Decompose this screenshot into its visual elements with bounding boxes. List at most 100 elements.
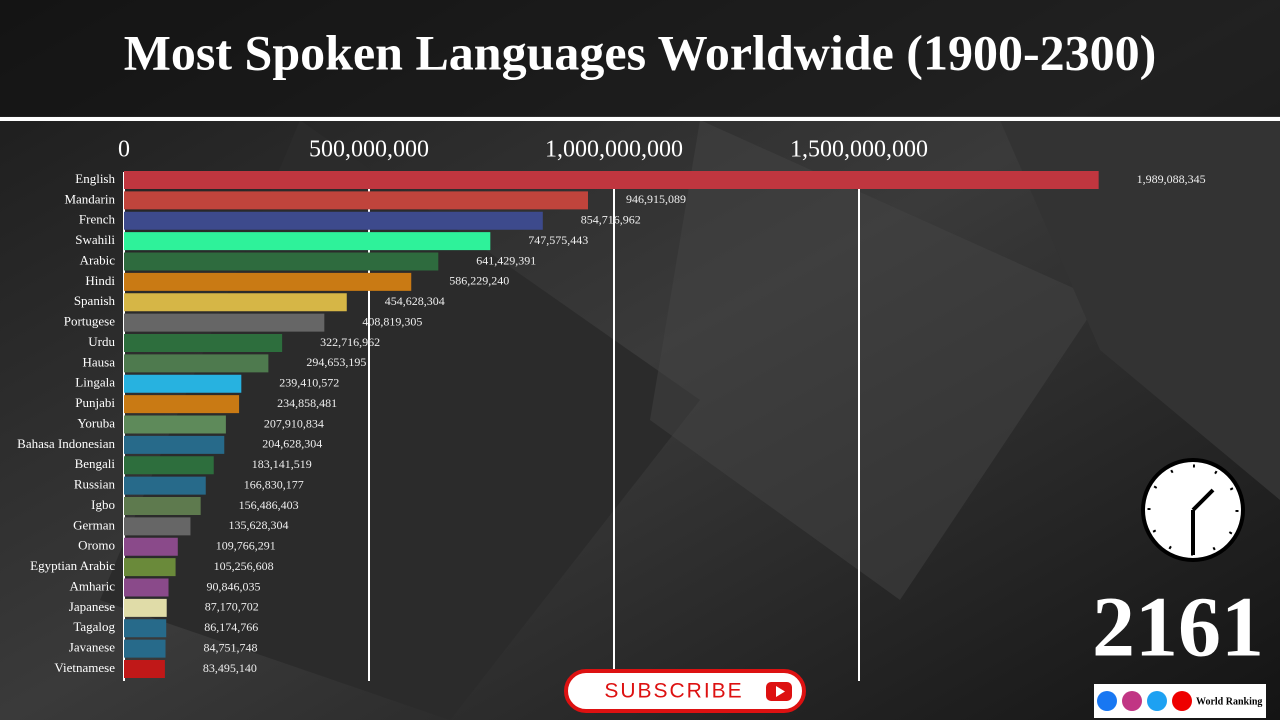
bar xyxy=(124,517,191,536)
value-label: 166,830,177 xyxy=(244,477,304,491)
y-tick-label: German xyxy=(73,517,115,532)
value-label: 586,229,240 xyxy=(449,274,509,288)
bar xyxy=(124,293,347,312)
y-tick-label: Punjabi xyxy=(75,395,115,410)
y-tick-label: Hausa xyxy=(83,354,116,369)
clock-hand xyxy=(1191,488,1215,512)
bar xyxy=(124,558,176,577)
bar xyxy=(124,619,167,638)
y-tick-label: Bengali xyxy=(75,456,116,471)
bar xyxy=(124,395,240,414)
value-label: 641,429,391 xyxy=(476,253,536,267)
title-band xyxy=(0,0,1280,116)
y-tick-label: Igbo xyxy=(91,497,115,512)
clock xyxy=(1141,458,1245,562)
y-tick-label: French xyxy=(79,212,116,227)
bar xyxy=(124,272,412,291)
bar xyxy=(124,476,206,495)
value-label: 183,141,519 xyxy=(252,457,312,471)
y-tick-label: Amharic xyxy=(70,578,116,593)
y-tick-label: Lingala xyxy=(75,375,115,390)
value-label: 156,486,403 xyxy=(239,498,299,512)
value-label: 90,846,035 xyxy=(207,579,261,593)
y-tick-label: Urdu xyxy=(88,334,115,349)
y-tick-label: Swahili xyxy=(75,232,115,247)
bar xyxy=(124,211,543,230)
value-label: 454,628,304 xyxy=(385,294,445,308)
y-tick-label: Bahasa Indonesian xyxy=(17,436,115,451)
y-tick-label: Mandarin xyxy=(64,191,115,206)
bar xyxy=(124,537,178,556)
value-label: 322,716,962 xyxy=(320,335,380,349)
bar xyxy=(124,435,225,454)
instagram-icon[interactable] xyxy=(1122,691,1142,711)
bar xyxy=(124,374,242,393)
bar xyxy=(124,313,325,332)
y-tick-label: Yoruba xyxy=(77,415,115,430)
y-tick-label: Japanese xyxy=(69,599,115,614)
bar xyxy=(124,598,167,617)
y-tick-label: Hindi xyxy=(85,273,115,288)
x-tick-label: 1,000,000,000 xyxy=(545,137,683,163)
value-label: 86,174,766 xyxy=(204,620,258,634)
bar xyxy=(124,415,226,434)
play-triangle xyxy=(776,686,785,697)
bar xyxy=(124,354,269,373)
y-tick-label: Egyptian Arabic xyxy=(30,558,115,573)
y-tick-label: English xyxy=(75,171,115,186)
social-badge: World Ranking xyxy=(1094,684,1266,718)
chart-title: Most Spoken Languages Worldwide (1900-23… xyxy=(124,24,1157,80)
youtube-icon[interactable] xyxy=(1172,691,1192,711)
value-label: 239,410,572 xyxy=(279,376,339,390)
bar xyxy=(124,171,1099,189)
x-tick-label: 500,000,000 xyxy=(309,137,429,163)
value-label: 294,653,195 xyxy=(306,355,366,369)
bar xyxy=(124,456,214,475)
bar xyxy=(124,660,165,678)
subscribe-button[interactable]: SUBSCRIBE xyxy=(564,669,806,713)
value-label: 87,170,702 xyxy=(205,600,259,614)
bar xyxy=(124,334,283,352)
value-label: 854,716,962 xyxy=(581,213,641,227)
bar xyxy=(124,639,166,658)
y-tick-label: Javanese xyxy=(69,640,115,655)
bg-shape xyxy=(650,120,1100,600)
y-tick-label: Tagalog xyxy=(73,619,115,634)
value-label: 105,256,608 xyxy=(214,559,274,573)
value-label: 747,575,443 xyxy=(528,233,588,247)
value-label: 946,915,089 xyxy=(626,192,686,206)
y-tick-label: Arabic xyxy=(80,252,116,267)
title-rule xyxy=(0,117,1280,121)
subscribe-bg[interactable] xyxy=(564,669,806,713)
twitter-icon[interactable] xyxy=(1147,691,1167,711)
y-tick-label: Russian xyxy=(74,477,116,492)
x-tick-label: 0 xyxy=(118,137,130,163)
value-label: 204,628,304 xyxy=(262,437,322,451)
x-tick-label: 1,500,000,000 xyxy=(790,137,928,163)
y-tick-label: Oromo xyxy=(78,538,115,553)
year-label: 2161 xyxy=(1092,579,1264,675)
bar xyxy=(124,578,169,597)
bar xyxy=(124,252,439,271)
bg-shape xyxy=(1000,120,1280,500)
value-label: 408,819,305 xyxy=(362,314,422,328)
subscribe-text[interactable]: SUBSCRIBE xyxy=(604,680,743,703)
value-label: 234,858,481 xyxy=(277,396,337,410)
value-label: 84,751,748 xyxy=(204,640,258,654)
y-tick-label: Vietnamese xyxy=(54,660,115,675)
value-label: 109,766,291 xyxy=(216,539,276,553)
value-label: 1,989,088,345 xyxy=(1137,172,1206,186)
bar xyxy=(124,191,588,210)
value-label: 83,495,140 xyxy=(203,661,257,675)
y-tick-label: Portugese xyxy=(64,314,116,329)
plot: 0 500,000,000 1,000,000,000 1,500,000,000 En… xyxy=(17,137,1206,681)
facebook-icon[interactable] xyxy=(1097,691,1117,711)
value-label: 207,910,834 xyxy=(264,416,324,430)
channel-name: World Ranking xyxy=(1196,696,1262,707)
bar xyxy=(124,232,491,251)
bar xyxy=(124,497,201,515)
y-tick-label: Spanish xyxy=(74,293,116,308)
value-label: 135,628,304 xyxy=(228,518,288,532)
